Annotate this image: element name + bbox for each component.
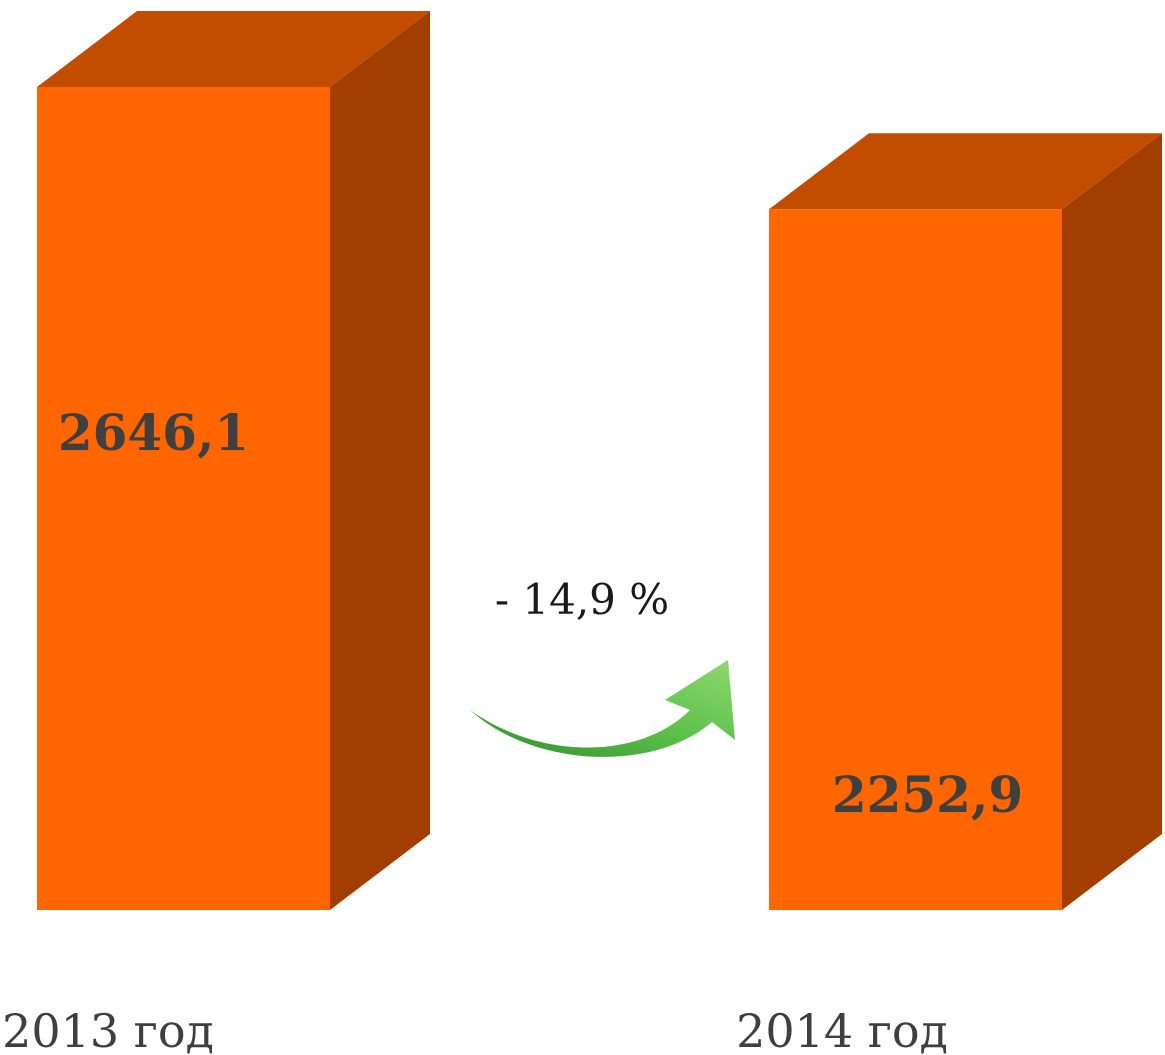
bar-front-face [769,209,1062,910]
bar-value-label: 2252,9 [832,765,1023,824]
bar-value-label: 2646,1 [58,403,249,462]
bar-1 [37,11,430,910]
bars-layer [37,11,1162,910]
category-label: 2013 год [2,1004,214,1055]
bar-front-face [37,87,330,910]
labels-layer: 2646,1 2013 год 2252,9 2014 год [2,403,1023,1055]
bar-top-face [769,133,1162,210]
bar-2 [769,133,1162,910]
category-label: 2014 год [736,1004,948,1055]
bar-side-face [330,11,430,910]
bar-side-face [1062,133,1162,910]
change-percent-label: - 14,9 % [495,575,669,624]
change-arrow-icon [470,660,735,757]
bar-top-face [37,11,430,87]
